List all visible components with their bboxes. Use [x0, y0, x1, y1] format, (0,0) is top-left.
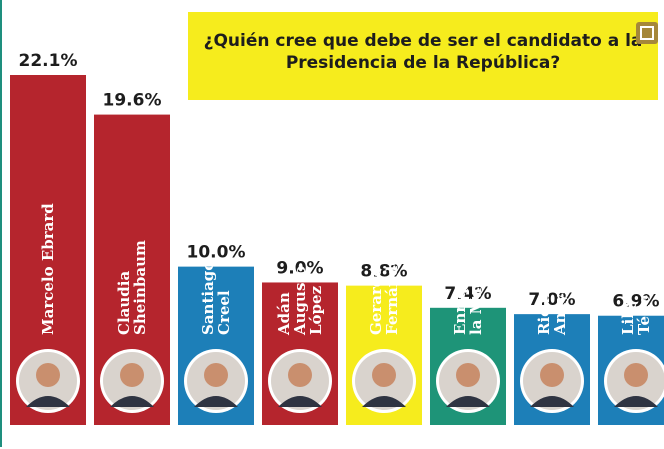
candidate-name-line: Anaya [551, 284, 569, 336]
candidate-photo-3 [268, 349, 332, 413]
candidate-name-line: Augusto [291, 266, 309, 336]
candidate-name-line: Santiago [199, 261, 217, 335]
candidate-name-line: Lilly [619, 297, 637, 335]
expand-icon[interactable] [636, 22, 658, 44]
candidate-name-line: Enrique de [451, 243, 469, 335]
candidate-name-line: Marcelo Ebrard [39, 203, 57, 335]
candidate-photo-1 [100, 349, 164, 413]
candidate-photo-0 [16, 349, 80, 413]
value-label-0: 22.1% [19, 51, 78, 71]
candidate-photo-7 [604, 349, 664, 413]
candidate-photo-2 [184, 349, 248, 413]
candidate-photo-5 [436, 349, 500, 413]
candidate-name-line: Creel [215, 290, 233, 335]
candidate-name-line: la Madrid [467, 253, 485, 335]
value-label-7: 6.9% [612, 292, 659, 312]
candidate-name-0: Marcelo Ebrard [39, 203, 57, 335]
value-label-2: 10.0% [187, 243, 246, 263]
title-line-1: ¿Quién cree que debe de ser el candidato… [203, 31, 643, 51]
value-label-4: 8.8% [360, 262, 407, 282]
title-banner [188, 12, 658, 100]
candidate-photo-4 [352, 349, 416, 413]
value-label-1: 19.6% [103, 91, 162, 111]
candidate-photo-6 [520, 349, 584, 413]
chart-title: ¿Quién cree que debe de ser el candidato… [188, 30, 658, 74]
value-label-3: 9.0% [276, 258, 323, 278]
value-label-5: 7.4% [444, 284, 491, 304]
value-label-6: 7.0% [528, 290, 575, 310]
candidate-name-line: Téllez [635, 286, 653, 335]
candidate-name-line: Sheinbaum [131, 240, 149, 335]
candidate-name-line: Claudia [115, 271, 133, 335]
candidate-name-line: López [307, 285, 325, 335]
candidate-name-line: Ricardo [535, 270, 553, 335]
candidate-name-line: Fernández [383, 247, 401, 335]
candidate-name-line: Adán [275, 292, 293, 336]
title-line-2: Presidencia de la República? [285, 53, 561, 73]
candidate-name-line: Gerardo [367, 267, 385, 335]
